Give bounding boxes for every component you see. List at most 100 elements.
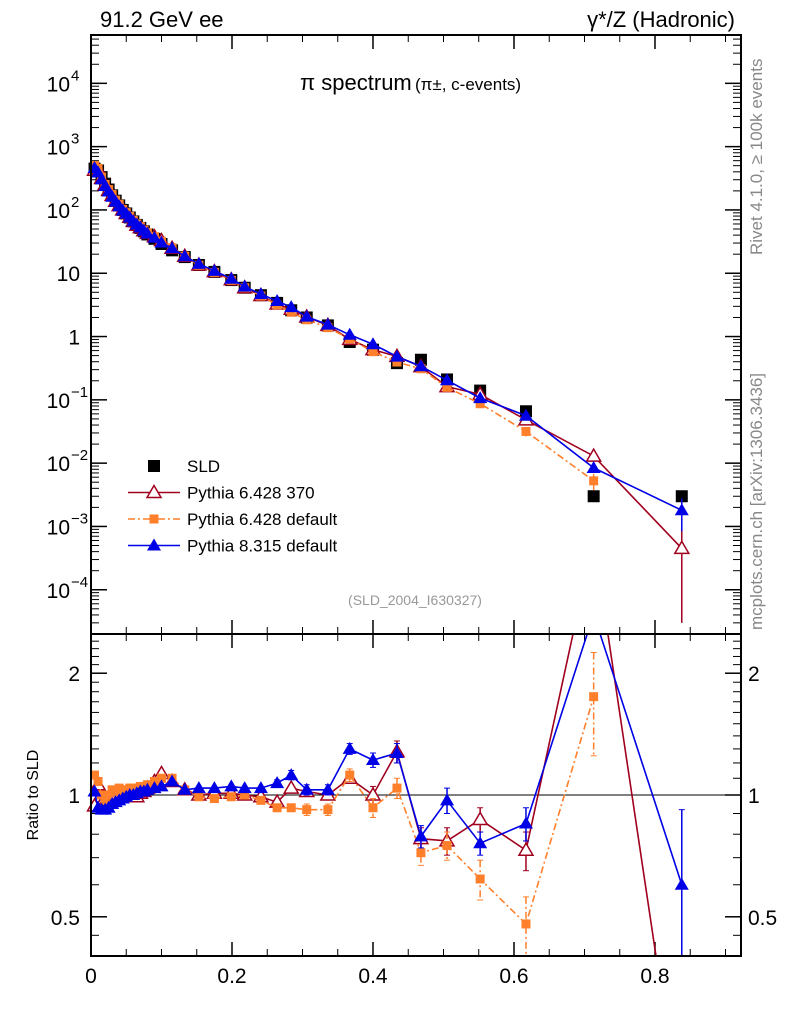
x-tick-label: 0.6 <box>499 965 528 988</box>
series-pythia-8-315-default-point <box>413 359 428 372</box>
series-pythia-8-315-default-ratio-point <box>299 782 314 795</box>
y-tick-label: 10 <box>47 200 70 223</box>
y-tick-label: 10 <box>47 137 70 160</box>
y-tick-label: 1 <box>68 327 80 350</box>
series-pythia-8-315-default-point <box>207 263 222 276</box>
series-pythia-8-315-default-ratio-point <box>207 781 222 794</box>
y-tick-exponent: 3 <box>71 131 79 148</box>
mcplots-label: mcplots.cern.ch [arXiv:1306.3436] <box>747 373 766 630</box>
legend-marker <box>149 514 159 524</box>
series-pythia-8-315-default-ratio-point <box>674 877 689 890</box>
series-pythia-6-428-default-point <box>589 476 599 486</box>
series-pythia-8-315-default-point <box>224 271 239 284</box>
series-pythia-8-315-default-ratio-point <box>177 782 192 795</box>
chart-title: π spectrum <box>300 70 412 95</box>
series-pythia-6-428-default-ratio-point <box>345 770 355 780</box>
y-tick-label: 10 <box>47 390 70 413</box>
series-pythia-6-428-default-ratio-point <box>286 803 296 813</box>
series-pythia-6-428-default-ratio-point <box>100 795 110 805</box>
ratio-ylabel: Ratio to SLD <box>25 750 42 841</box>
series-pythia-6-428-default-ratio-point <box>392 783 402 793</box>
series-pythia-6-428-default-ratio-point <box>90 770 100 780</box>
series-pythia-6-428-default-ratio-point <box>323 805 333 815</box>
series-pythia-8-315-default-ratio-point <box>165 774 180 787</box>
series-pythia-8-315-default-ratio-point <box>413 829 428 842</box>
series-pythia-6-428-default-ratio-point <box>521 919 531 929</box>
series-pythia-8-315-default-ratio-point <box>154 779 169 792</box>
series-pythia-6-428-370-point <box>673 539 691 555</box>
ratio-tick-label: 0.5 <box>51 907 80 930</box>
x-tick-label: 0 <box>85 965 97 988</box>
series-pythia-8-315-default-point <box>270 294 285 307</box>
series-pythia-8-315-default-point <box>586 460 601 473</box>
series-pythia-6-428-370-ratio-point <box>517 841 535 857</box>
series-pythia-8-315-default-point <box>440 373 455 386</box>
series-pythia-6-428-default-point <box>442 382 452 392</box>
series-pythia-6-428-default-ratio-point <box>589 692 599 702</box>
series-pythia-8-315-default-point <box>177 249 192 262</box>
series-pythia-6-428-default-ratio-point <box>416 848 426 858</box>
series-pythia-8-315-default-point <box>165 241 180 254</box>
series-pythia-8-315-default-point <box>191 256 206 269</box>
series-pythia-8-315-default-ratio-point <box>237 781 252 794</box>
series-pythia-8-315-default-ratio-point <box>253 781 268 794</box>
series-pythia-6-428-default-ratio-point <box>475 874 485 884</box>
series-pythia-6-428-default-point <box>368 347 378 357</box>
series-pythia-6-428-default-ratio-point <box>272 803 282 813</box>
series-pythia-6-428-default-ratio-point <box>156 773 166 783</box>
series-pythia-8-315-default-point <box>147 230 162 243</box>
y-tick-exponent: −4 <box>71 574 88 591</box>
series-pythia-6-428-default-ratio-point <box>194 792 204 802</box>
series-pythia-6-428-default-point <box>475 399 485 409</box>
legend-label: SLD <box>187 457 220 476</box>
series-pythia-6-428-default-ratio-point <box>104 790 114 800</box>
series-pythia-8-315-default-ratio-point <box>191 781 206 794</box>
series-pythia-8-315-default-point <box>140 226 155 239</box>
series-pythia-8-315-default-ratio-point <box>270 776 285 789</box>
series-pythia-8-315-default-point <box>389 349 404 362</box>
y-tick-label: 10 <box>47 516 70 539</box>
series-pythia-8-315-default-point <box>320 317 335 330</box>
series-pythia-8-315-default-point <box>342 327 357 340</box>
y-tick-exponent: 4 <box>71 67 79 84</box>
series-pythia-6-428-default-ratio-point <box>256 795 266 805</box>
series-pythia-6-428-default-ratio-point <box>302 805 312 815</box>
series-pythia-6-428-default-ratio-point <box>442 841 452 851</box>
series-pythia-8-315-default-ratio-point <box>518 816 533 829</box>
series-pythia-6-428-370-ratio-point <box>471 810 489 826</box>
chart-subtitle: (π±, c-events) <box>415 75 521 94</box>
ratio-frame <box>90 633 742 957</box>
series-pythia-8-315-default-point <box>518 408 533 421</box>
x-tick-label: 0.8 <box>640 965 669 988</box>
y-tick-exponent: −2 <box>71 447 88 464</box>
x-tick-label: 0.4 <box>358 965 388 988</box>
ratio-tick-label-right: 1 <box>748 785 760 808</box>
series-pythia-6-428-default-ratio-point <box>226 792 236 802</box>
series-pythia-6-428-default-ratio-point <box>93 776 103 786</box>
x-tick-label: 0.2 <box>217 965 246 988</box>
legend-label: Pythia 6.428 370 <box>187 484 315 503</box>
y-tick-exponent: 2 <box>71 194 79 211</box>
series-pythia-8-315-default-point <box>284 300 299 313</box>
header-left: 91.2 GeV ee <box>100 7 224 32</box>
ratio-tick-label-right: 0.5 <box>748 907 777 930</box>
y-tick-label: 10 <box>47 73 70 96</box>
series-pythia-6-428-default-ratio-point <box>368 803 378 813</box>
series-pythia-8-315-default-ratio-point <box>342 741 357 754</box>
y-tick-label: 10 <box>47 580 70 603</box>
series-pythia-6-428-default-point <box>521 426 531 436</box>
series-pythia-8-315-default-ratio-point <box>473 836 488 849</box>
series-pythia-8-315-default-point <box>473 391 488 404</box>
series-pythia-6-428-default-ratio-point <box>209 794 219 804</box>
data-point-sld <box>675 490 688 503</box>
series-pythia-8-315-default-point <box>237 279 252 292</box>
legend-marker <box>147 538 161 551</box>
series-pythia-8-315-default-ratio-point <box>320 782 335 795</box>
series-pythia-8-315-default-point <box>299 309 314 322</box>
y-tick-label: 10 <box>47 453 70 476</box>
series-pythia-8-315-default-ratio-point <box>284 768 299 781</box>
legend-marker <box>145 484 163 499</box>
series-pythia-8-315-default-point <box>253 287 268 300</box>
series-pythia-8-315-default-ratio-point <box>224 779 239 792</box>
series-pythia-6-428-default-point <box>286 307 296 317</box>
